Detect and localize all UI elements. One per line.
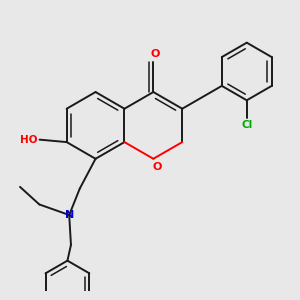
Text: O: O xyxy=(150,50,160,59)
Text: N: N xyxy=(64,210,74,220)
Text: O: O xyxy=(153,162,162,172)
Text: HO: HO xyxy=(20,135,38,145)
Text: Cl: Cl xyxy=(241,120,252,130)
